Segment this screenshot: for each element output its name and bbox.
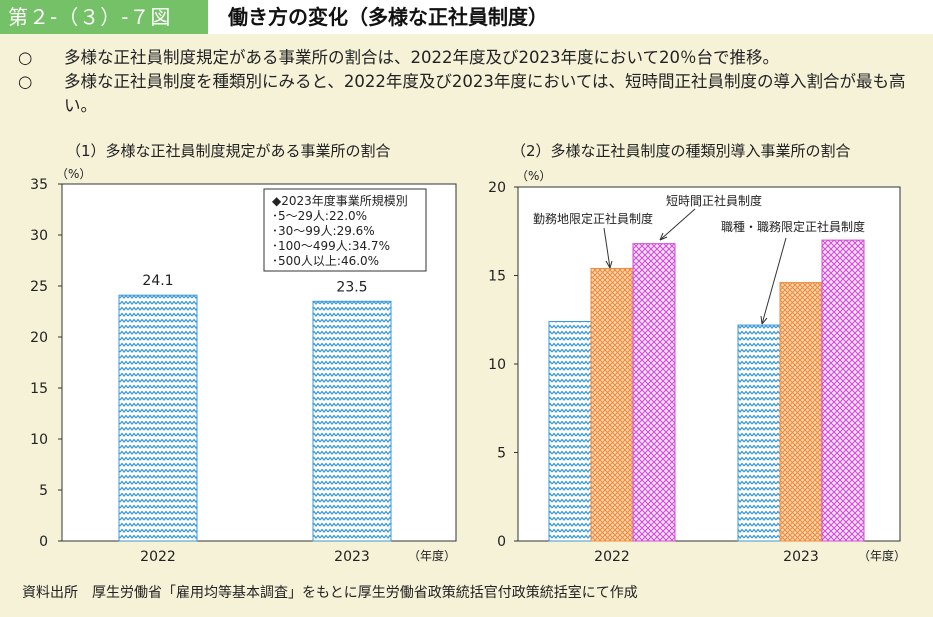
bullet-text-1: 多様な正社員制度規定がある事業所の割合は、2022年度及び2023年度において2… bbox=[64, 48, 779, 67]
y-tick-label: 15 bbox=[488, 269, 506, 285]
bar-2023-series-1 bbox=[779, 282, 823, 542]
y-tick-label: 25 bbox=[30, 279, 48, 295]
chart1-legend-box: ◆2023年度事業所規模別 ･5～29人:22.0% ･30～99人:29.6%… bbox=[263, 188, 427, 272]
y-tick-label: 10 bbox=[30, 432, 48, 448]
bar-2022-series-1 bbox=[590, 267, 634, 542]
annotation-arrow-shokushu bbox=[761, 237, 787, 325]
chart2-title: （2）多様な正社員制度の種類別導入事業所の割合 bbox=[511, 142, 851, 160]
y-tick-label: 0 bbox=[497, 534, 506, 550]
x-tick-label: 2022 bbox=[140, 549, 176, 565]
annotation-kinmuchi: 勤務地限定正社員制度 bbox=[533, 211, 653, 226]
x-tick-label: 2022 bbox=[594, 549, 630, 565]
header: 第２-（３）-７図 働き方の変化（多様な正社員制度） bbox=[0, 0, 933, 34]
y-tick-label: 15 bbox=[30, 381, 48, 397]
x-tick-label: 2023 bbox=[783, 549, 819, 565]
bar-value-label: 23.5 bbox=[336, 279, 367, 295]
y-tick-label: 20 bbox=[488, 180, 506, 196]
y-tick-label: 0 bbox=[39, 534, 48, 550]
legend-title: ◆2023年度事業所規模別 bbox=[272, 193, 408, 208]
summary-bullets: ○ 多様な正社員制度規定がある事業所の割合は、2022年度及び2023年度におい… bbox=[18, 46, 923, 118]
arrowhead-icon bbox=[605, 260, 613, 269]
bar-2022-series-0 bbox=[548, 321, 592, 542]
legend-item-3: ･100～499人:34.7% bbox=[272, 239, 390, 253]
chart2-y-unit: （%） bbox=[516, 169, 551, 183]
summary-bullet-1: ○ 多様な正社員制度規定がある事業所の割合は、2022年度及び2023年度におい… bbox=[18, 46, 923, 70]
annotation-tanjikan: 短時間正社員制度 bbox=[666, 193, 762, 208]
chart2-x-unit: （年度） bbox=[858, 548, 906, 563]
figure-title: 働き方の変化（多様な正社員制度） bbox=[208, 0, 933, 34]
annotation-arrow-kinmuchi bbox=[603, 227, 611, 269]
bar-2022-series-2 bbox=[632, 243, 676, 542]
bar-2023-series-2 bbox=[821, 239, 865, 542]
y-tick-label: 30 bbox=[30, 228, 48, 244]
bar-2023 bbox=[312, 300, 392, 542]
chart1-y-unit: （%） bbox=[56, 167, 91, 181]
annotation-arrow-tanjikan bbox=[659, 208, 696, 241]
legend-item-1: ･5～29人:22.0% bbox=[272, 209, 367, 223]
bullet-text-2: 多様な正社員制度を種類別にみると、2022年度及び2023年度においては、短時間… bbox=[64, 72, 906, 115]
summary-bullet-2: ○ 多様な正社員制度を種類別にみると、2022年度及び2023年度においては、短… bbox=[18, 70, 923, 118]
y-tick-label: 5 bbox=[497, 446, 506, 462]
annotation-shokushu: 職種・職務限定正社員制度 bbox=[721, 219, 865, 234]
y-tick-label: 5 bbox=[39, 483, 48, 499]
arrowhead-icon bbox=[760, 315, 768, 325]
bar-2023-series-0 bbox=[737, 324, 781, 542]
legend-item-4: ･500人以上:46.0% bbox=[272, 254, 379, 268]
source-footnote: 資料出所 厚生労働省「雇用均等基本調査」をもとに厚生労働省政策統括官付政策統括室… bbox=[22, 585, 638, 601]
chart1-x-unit: （年度） bbox=[408, 548, 456, 563]
x-tick-label: 2023 bbox=[334, 549, 370, 565]
bullet-mark: ○ bbox=[18, 48, 33, 67]
figure-number: 第２-（３）-７図 bbox=[0, 0, 208, 34]
y-tick-label: 10 bbox=[488, 357, 506, 373]
chart1-title: （1）多様な正社員制度規定がある事業所の割合 bbox=[66, 142, 391, 160]
arrowhead-icon bbox=[659, 232, 668, 241]
y-tick-label: 35 bbox=[30, 177, 48, 193]
bar-value-label: 24.1 bbox=[142, 273, 173, 289]
bullet-mark: ○ bbox=[18, 72, 33, 91]
y-tick-label: 20 bbox=[30, 330, 48, 346]
legend-item-2: ･30～99人:29.6% bbox=[272, 224, 375, 238]
bar-2022 bbox=[118, 294, 198, 542]
